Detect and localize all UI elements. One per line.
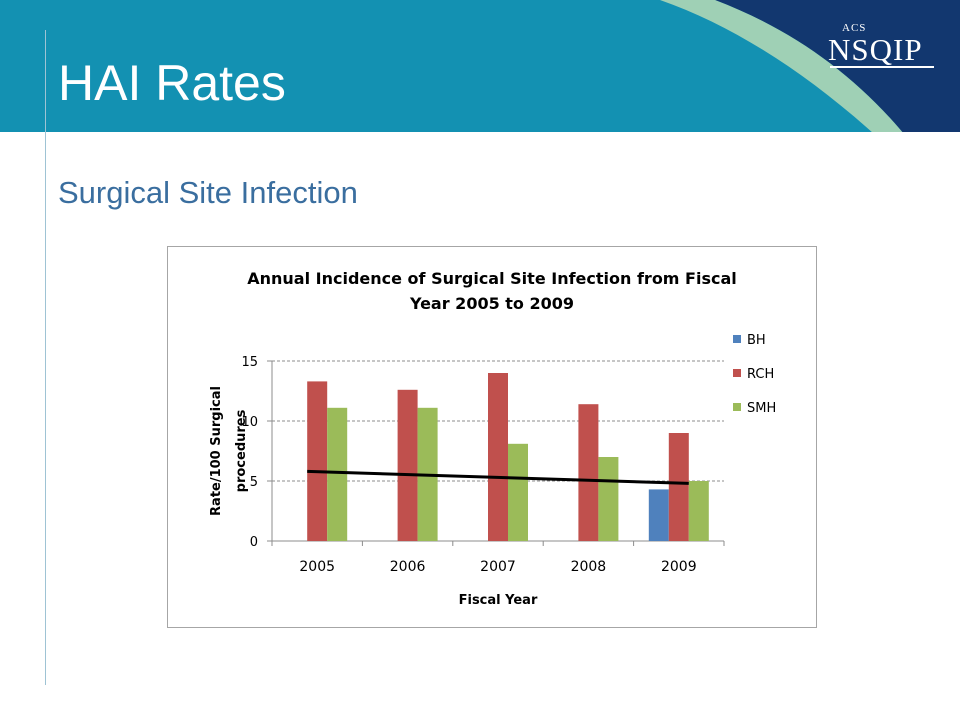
banner-mint-swoosh (660, 0, 903, 132)
bar-rch (488, 373, 508, 541)
bar-chart: Annual Incidence of Surgical Site Infect… (209, 269, 776, 608)
bar-rch (668, 433, 689, 541)
legend-swatch-rch (733, 369, 741, 377)
slide-subtitle: Surgical Site Infection (58, 175, 358, 210)
bar-smh (327, 407, 348, 541)
x-tick-label: 2009 (661, 559, 697, 575)
y-axis-title-line: procedures (234, 409, 249, 492)
bar-smh (688, 481, 709, 541)
x-axis-title: Fiscal Year (459, 593, 538, 608)
chart-title-line: Annual Incidence of Surgical Site Infect… (247, 269, 737, 288)
bar-smh (508, 443, 528, 541)
trendline (307, 469, 689, 485)
y-tick-label: 0 (250, 535, 258, 550)
bar-rch (578, 404, 599, 541)
bar-bh (648, 489, 669, 541)
x-tick-label: 2006 (390, 559, 426, 575)
legend-swatch-bh (733, 335, 741, 343)
bar-rch (397, 389, 418, 541)
slide-title: HAI Rates (58, 55, 286, 111)
left-vertical-rule (45, 30, 46, 685)
x-tick-label: 2005 (299, 559, 335, 575)
logo-underline (830, 66, 934, 68)
y-tick-label: 5 (250, 475, 258, 490)
legend-label-rch: RCH (747, 367, 774, 382)
y-tick-label: 15 (241, 355, 258, 370)
chart-title-line: Year 2005 to 2009 (409, 294, 574, 313)
y-axis-title-line: Rate/100 Surgical (209, 386, 224, 516)
x-tick-label: 2007 (480, 559, 516, 575)
y-tick-label: 10 (241, 415, 258, 430)
x-tick-label: 2008 (571, 559, 607, 575)
chart-container: Annual Incidence of Surgical Site Infect… (167, 246, 817, 628)
legend-label-bh: BH (747, 333, 766, 348)
logo-small-text: ACS (842, 22, 867, 34)
bar-rch (307, 381, 328, 541)
acs-nsqip-logo: ACS NSQIP (828, 22, 946, 72)
bar-smh (598, 457, 619, 541)
legend-swatch-smh (733, 403, 741, 411)
logo-main-text: NSQIP (828, 32, 923, 67)
legend-label-smh: SMH (747, 401, 776, 416)
